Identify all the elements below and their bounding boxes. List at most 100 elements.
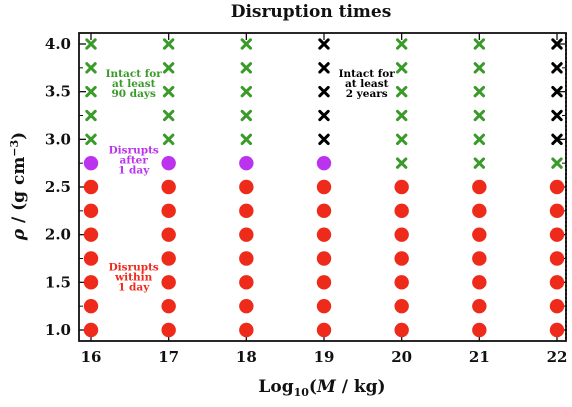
point-magenta (316, 155, 332, 171)
point-red (239, 275, 254, 290)
point-red (549, 203, 565, 219)
point-red (394, 203, 409, 219)
cross-green (395, 38, 408, 50)
point-red (316, 179, 332, 195)
point-red (83, 227, 99, 242)
point-red (394, 251, 409, 266)
point-red (316, 227, 332, 242)
cross-stroke (85, 38, 97, 50)
cross-green (473, 157, 486, 169)
point-red (549, 179, 565, 195)
point-magenta (239, 155, 254, 171)
point-red (83, 251, 99, 266)
cross-stroke (162, 133, 175, 146)
point-red (394, 298, 409, 314)
point-red (316, 322, 332, 338)
cross-stroke (395, 133, 408, 146)
x-tick-label: 21 (469, 348, 490, 366)
cross-green (395, 133, 408, 146)
cross-black (318, 85, 330, 98)
point-red (161, 275, 176, 290)
x-tick-label: 22 (547, 348, 568, 366)
point-red (239, 179, 254, 195)
point-red (161, 179, 176, 195)
cross-black (551, 133, 563, 146)
cross-green (240, 85, 253, 98)
cross-stroke (318, 133, 330, 146)
point-red (161, 251, 176, 266)
cross-green (473, 38, 486, 50)
cross-green (240, 133, 253, 146)
y-tick-label: 1.0 (45, 321, 71, 339)
cross-stroke (473, 133, 486, 146)
ticks-layer: 16 17 18 19 20 21 22 1.0 1.5 2.0 2.5 3.0 3.5 4.0 (45, 33, 568, 366)
x-tick-label: 18 (236, 348, 257, 366)
point-red (83, 203, 99, 219)
cross-stroke (473, 157, 486, 169)
cross-stroke (473, 85, 486, 98)
point-red (549, 251, 565, 266)
cross-green (240, 62, 253, 74)
point-red (316, 203, 332, 219)
point-red (394, 322, 409, 338)
cross-stroke (395, 157, 408, 169)
cross-green (473, 133, 486, 146)
point-red (549, 227, 565, 242)
point-red (83, 275, 99, 290)
y-tick-label: 2.5 (45, 178, 71, 196)
cross-green (85, 38, 97, 50)
cross-stroke (318, 62, 330, 74)
point-red (161, 227, 176, 242)
annotation-line: Disrupts (109, 144, 159, 156)
cross-stroke (318, 109, 330, 122)
y-tick-label: 3.5 (45, 83, 71, 101)
cross-stroke (473, 62, 486, 74)
point-magenta (83, 155, 99, 171)
cross-stroke (240, 85, 253, 98)
annotation-line: Disrupts (109, 262, 159, 274)
cross-black (551, 85, 563, 98)
cross-black (551, 38, 563, 50)
annotation-line: within (114, 272, 153, 284)
point-red (472, 322, 487, 338)
cross-green (85, 133, 97, 146)
cross-black (551, 109, 563, 122)
cross-green (240, 109, 253, 122)
cross-green (395, 109, 408, 122)
annotation-line: 2 years (346, 88, 388, 100)
cross-black (551, 62, 563, 74)
cross-stroke (162, 38, 175, 50)
cross-green (85, 62, 97, 74)
y-axis-label: ρ / (g cm−3) (8, 132, 29, 241)
point-red (472, 251, 487, 266)
point-red (472, 275, 487, 290)
chart-title: Disruption times (231, 2, 392, 22)
point-red (472, 298, 487, 314)
cross-green (162, 133, 175, 146)
cross-stroke (85, 109, 97, 122)
cross-green (240, 38, 253, 50)
point-red (83, 298, 99, 314)
cross-green (162, 38, 175, 50)
cross-black (318, 62, 330, 74)
point-red (472, 179, 487, 195)
point-red (239, 203, 254, 219)
cross-stroke (551, 38, 563, 50)
annotation-line: 1 day (118, 282, 150, 294)
cross-green (551, 157, 563, 169)
cross-green (473, 62, 486, 74)
cross-green (473, 85, 486, 98)
cross-green (85, 109, 97, 122)
cross-stroke (551, 85, 563, 98)
point-red (239, 227, 254, 242)
cross-green (395, 157, 408, 169)
cross-black (318, 133, 330, 146)
cross-stroke (240, 133, 253, 146)
cross-stroke (395, 85, 408, 98)
cross-stroke (473, 38, 486, 50)
annotation-line: after (120, 154, 149, 166)
